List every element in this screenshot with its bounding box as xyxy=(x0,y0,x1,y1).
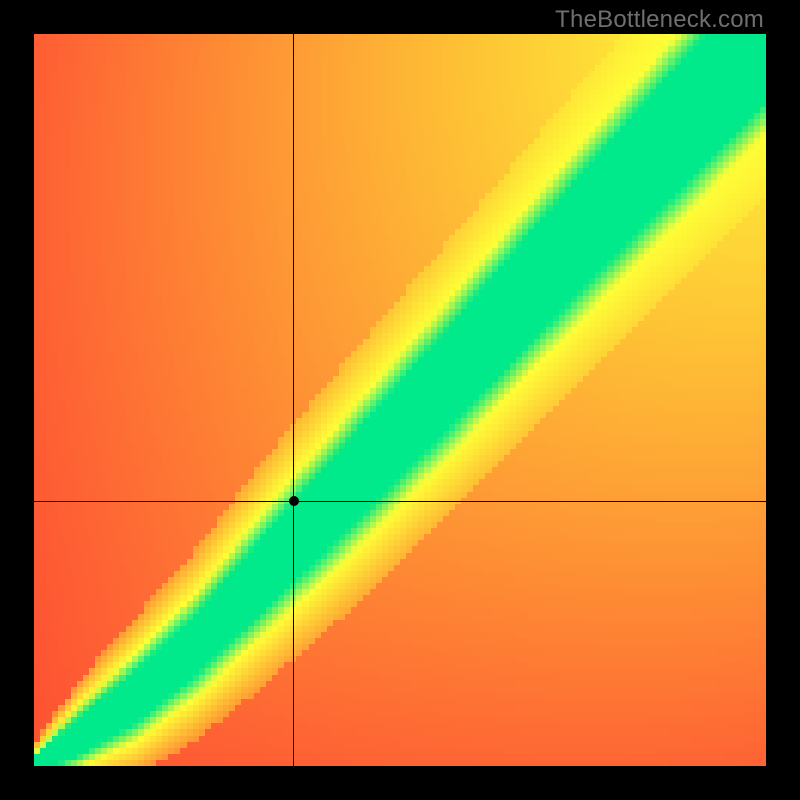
crosshair-vertical xyxy=(293,34,294,766)
bottleneck-heatmap xyxy=(34,34,766,766)
crosshair-marker xyxy=(289,496,299,506)
watermark-text: TheBottleneck.com xyxy=(555,6,764,34)
crosshair-horizontal xyxy=(34,501,766,502)
